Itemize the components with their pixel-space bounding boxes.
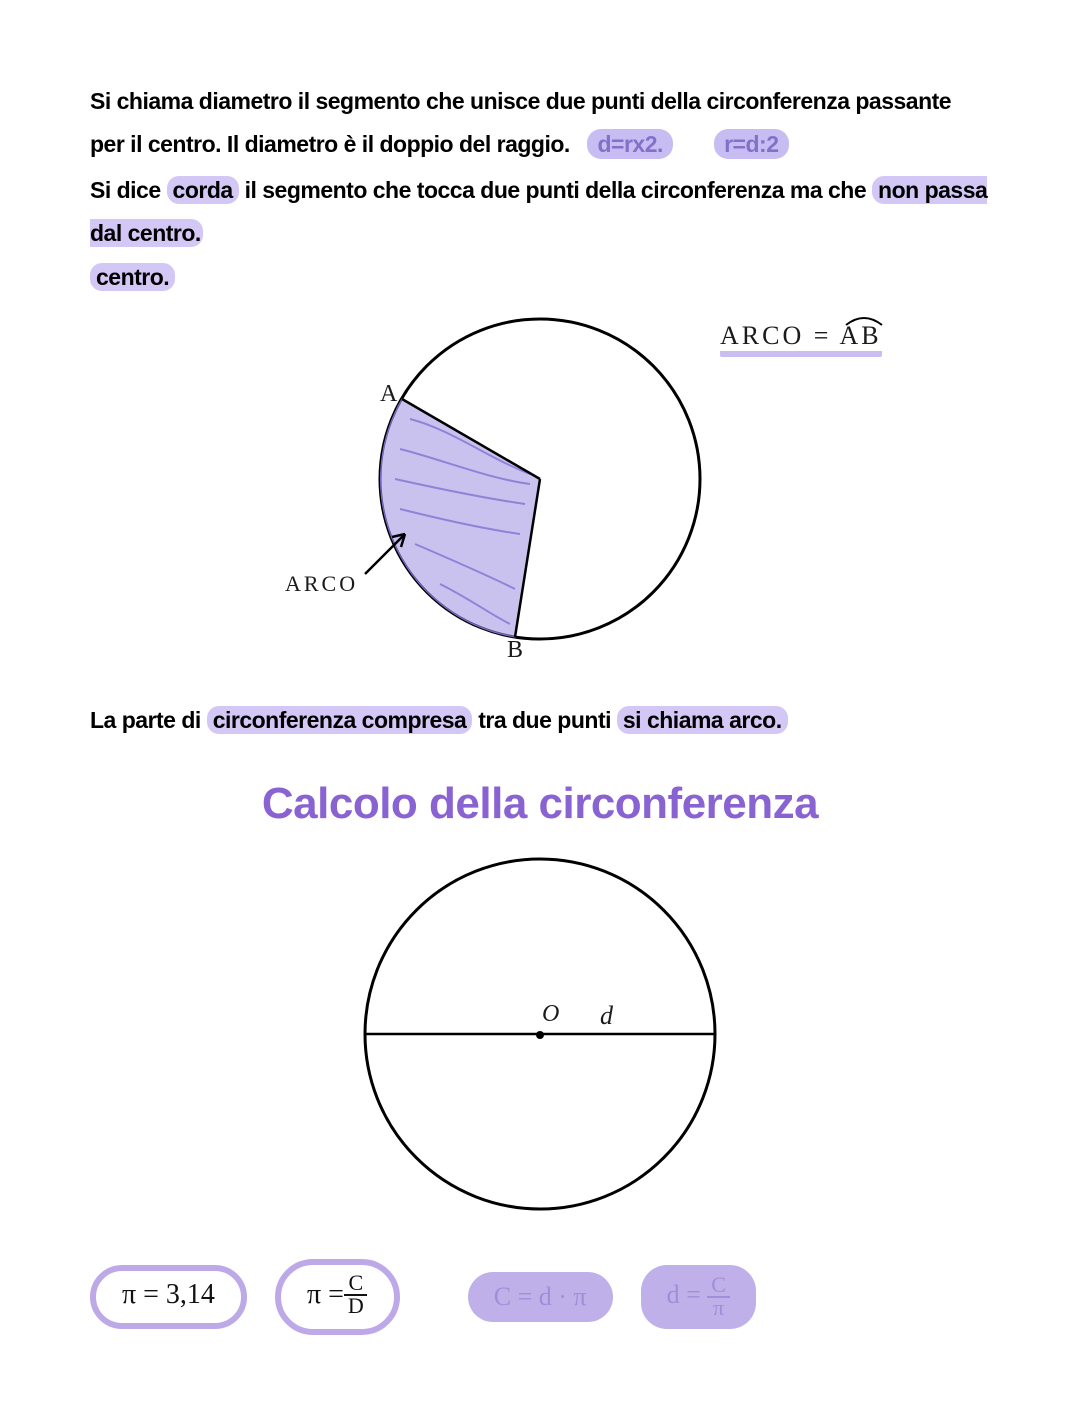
fraction-c-over-pi: C π [707, 1275, 730, 1319]
highlight-circonferenza-compresa: circonferenza compresa [207, 706, 473, 734]
label-point-b: B [507, 637, 525, 664]
highlight-corda: corda [167, 176, 239, 204]
paragraph-corda: Si dice corda il segmento che tocca due … [90, 169, 990, 254]
circle-sector-svg [90, 309, 990, 679]
label-diameter-d: d [600, 1001, 615, 1031]
formula-d-equals-cpi-lhs: d = [667, 1280, 708, 1309]
text-diametro-def: Si chiama diametro il segmento che unisc… [90, 88, 951, 157]
formula-c-equals-dpi: C = d · π [468, 1272, 613, 1322]
formula-pi-cd: π = C D [275, 1259, 400, 1335]
paragraph-arco-def: La parte di circonferenza compresa tra d… [90, 699, 990, 742]
formula-pi-value: π = 3,14 [90, 1265, 247, 1329]
formula-row: π = 3,14 π = C D C = d · π d = C π [90, 1259, 990, 1335]
highlight-si-chiama-arco: si chiama arco. [617, 706, 788, 734]
fraction-c-over-d: C D [344, 1273, 368, 1317]
text-corda-mid: il segmento che tocca due punti della ci… [239, 177, 872, 203]
text-laparte: La parte di [90, 707, 207, 733]
paragraph-diametro: Si chiama diametro il segmento che unisc… [90, 80, 990, 165]
formula-r-equals-d2: r=d:2 [714, 129, 788, 159]
formula-pi-cd-lhs: π = [307, 1279, 344, 1311]
label-point-a: A [380, 381, 399, 408]
fraction-c-over-d-den: D [344, 1296, 368, 1317]
circle-diameter-svg [90, 849, 990, 1229]
annotation-arco-ab: ARCO = AB [720, 321, 882, 357]
paragraph-corda-line2: centro. [90, 256, 990, 299]
formula-d-equals-r2: d=rx2. [587, 129, 672, 159]
fraction-c-over-pi-den: π [709, 1298, 728, 1319]
label-arco-arrow: ARCO [285, 571, 358, 597]
formula-d-equals-cpi: d = C π [641, 1265, 756, 1329]
arc-over-ab-icon [844, 313, 884, 327]
diagram-circle-diameter: O d [90, 849, 990, 1229]
title-calcolo-circonferenza: Calcolo della circonferenza [90, 779, 990, 829]
diagram-arc-sector: A B ARCO ARCO = AB [90, 309, 990, 679]
label-center-o: O [542, 1001, 561, 1028]
text-tradue: tra due punti [472, 707, 617, 733]
highlight-centro: centro. [90, 263, 175, 291]
text-sidice: Si dice [90, 177, 167, 203]
